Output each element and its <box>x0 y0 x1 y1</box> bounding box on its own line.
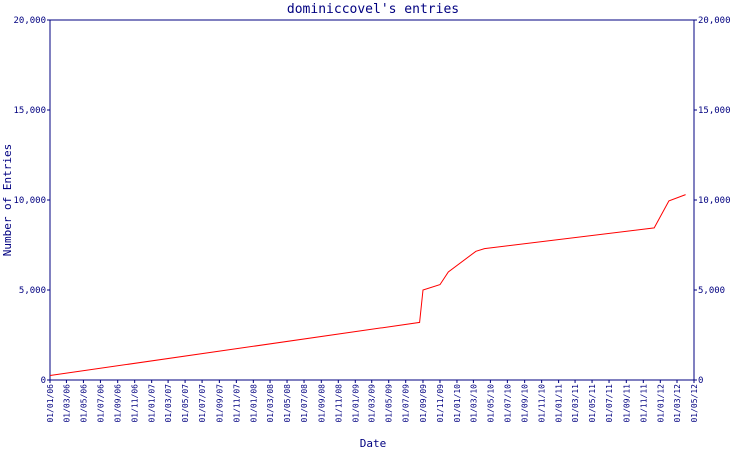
x-tick-label: 01/03/08 <box>266 384 275 423</box>
x-tick-label: 01/07/06 <box>96 384 105 423</box>
x-tick-label: 01/01/11 <box>555 384 564 423</box>
x-tick-label: 01/05/11 <box>588 384 597 423</box>
y-tick-label: 15,000 <box>13 106 46 116</box>
x-tick-label: 01/03/10 <box>469 384 478 423</box>
x-tick-label: 01/01/10 <box>453 384 462 423</box>
x-tick-label: 01/09/09 <box>419 384 428 423</box>
x-tick-label: 01/03/11 <box>571 384 580 423</box>
data-line <box>49 194 686 376</box>
y-tick-label: 0 <box>41 376 46 386</box>
x-tick-label: 01/01/09 <box>351 384 360 423</box>
x-tick-label: 01/11/10 <box>538 384 547 423</box>
x-tick-label: 01/01/08 <box>249 384 258 423</box>
x-tick-label: 01/05/09 <box>385 384 394 423</box>
x-tick-label: 01/11/11 <box>639 384 648 423</box>
y2-tick-label: 20,000 <box>698 16 731 26</box>
chart-title: dominiccovel's entries <box>287 2 459 17</box>
plot-frame <box>49 19 695 381</box>
y-tick-label: 5,000 <box>19 286 46 296</box>
x-tick-label: 01/01/12 <box>656 384 665 423</box>
x-tick-label: 01/05/10 <box>486 384 495 423</box>
x-tick-label: 01/07/10 <box>503 384 512 423</box>
x-tick-label: 01/07/09 <box>402 384 411 423</box>
y-tick-label: 20,000 <box>13 16 46 26</box>
y2-tick-label: 0 <box>698 376 703 386</box>
x-tick-label: 01/03/09 <box>368 384 377 423</box>
x-tick-label: 01/09/06 <box>114 384 123 423</box>
y2-tick-label: 10,000 <box>698 196 731 206</box>
x-tick-label: 01/09/07 <box>215 384 224 423</box>
x-tick-label: 01/11/08 <box>334 384 343 423</box>
x-tick-label: 01/03/07 <box>164 384 173 423</box>
x-tick-label: 01/01/06 <box>46 384 55 423</box>
x-tick-label: 01/05/06 <box>79 384 88 423</box>
x-tick-label: 01/11/07 <box>232 384 241 423</box>
x-tick-label: 01/07/08 <box>300 384 309 423</box>
y2-tick-label: 5,000 <box>698 286 725 296</box>
y-axis-label: Number of Entries <box>1 144 14 257</box>
x-tick-label: 01/07/07 <box>198 384 207 423</box>
x-axis-label: Date <box>360 437 387 450</box>
y-tick-label: 10,000 <box>13 196 46 206</box>
x-tick-label: 01/09/11 <box>622 384 631 423</box>
y2-tick-label: 15,000 <box>698 106 731 116</box>
x-tick-label: 01/03/12 <box>673 384 682 423</box>
x-tick-label: 01/01/07 <box>148 384 157 423</box>
x-tick-label: 01/09/08 <box>317 384 326 423</box>
x-tick-label: 01/07/11 <box>605 384 614 423</box>
x-tick-label: 01/11/06 <box>131 384 140 423</box>
x-tick-label: 01/11/09 <box>436 384 445 423</box>
x-tick-label: 01/05/08 <box>283 384 292 423</box>
x-tick-label: 01/09/10 <box>521 384 530 423</box>
x-tick-label: 01/05/12 <box>690 384 699 423</box>
x-tick-label: 01/03/06 <box>62 384 71 423</box>
x-tick-label: 01/05/07 <box>181 384 190 423</box>
